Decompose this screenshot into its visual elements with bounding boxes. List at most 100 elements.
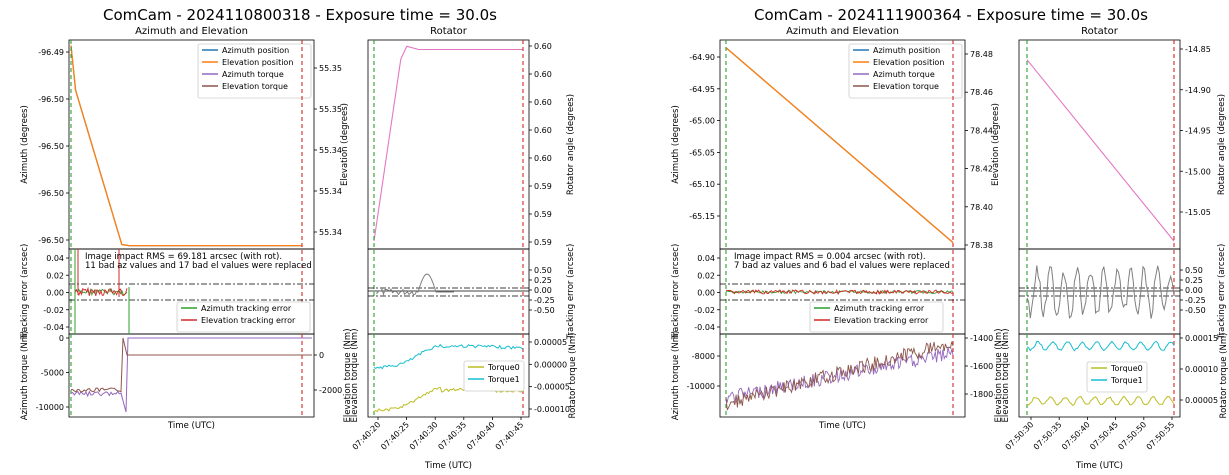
- az-torque-axis-tick-label: -8000: [692, 352, 715, 361]
- time-tick-label: 07:40:25: [379, 420, 411, 452]
- rotator-title: Rotator: [1081, 26, 1119, 37]
- rot-tracking-axis-tick-label: -0.50: [534, 306, 555, 315]
- azel-legend-entry: Elevation position: [222, 58, 293, 67]
- azel-legend-entry: Azimuth torque: [873, 70, 935, 79]
- rotator-axis-tick-label: -15.05: [1185, 208, 1211, 217]
- torque-xlabel: Time (UTC): [167, 421, 215, 431]
- tracking-legend-entry: Azimuth tracking error: [201, 304, 292, 313]
- el-torque-ylabel: Elevation torque (Nm): [343, 328, 353, 422]
- az-torque-ylabel: Azimuth torque (Nm): [20, 331, 30, 421]
- el-torque-axis-tick-label: -1400: [970, 334, 993, 343]
- azel-title: Azimuth and Elevation: [786, 26, 899, 37]
- rot-torque-legend-entry: Torque1: [1110, 376, 1143, 385]
- rot-torque-legend-entry: Torque0: [1110, 364, 1143, 373]
- bad-values-annotation: 7 bad az values and 6 bad el values were…: [734, 261, 950, 271]
- elevation-axis-tick-label: 78.40: [970, 203, 993, 212]
- rot-tracking-axis-tick-label: 0.25: [534, 276, 552, 285]
- elevation-axis-tick-label: 55.35: [319, 105, 342, 114]
- azel-legend-entry: Azimuth torque: [222, 70, 284, 79]
- azimuth-axis-tick-label: -96.50: [38, 142, 64, 151]
- rot-torque-axes: [1018, 333, 1181, 418]
- azimuth-torque-line: [725, 347, 954, 404]
- time-tick-label: 07:50:30: [1004, 420, 1036, 452]
- elevation-axis-tick-label: 78.46: [970, 88, 993, 97]
- azimuth-axis-tick-label: -64.90: [689, 53, 715, 62]
- rotator-title: Rotator: [430, 26, 468, 37]
- azel-legend-box: [197, 43, 312, 99]
- rot-tracking-axis-tick-label: -0.25: [534, 296, 555, 305]
- azimuth-axis-tick-label: -96.50: [38, 95, 64, 104]
- rotator-axis-tick-label: 0.60: [534, 154, 552, 163]
- azel-title: Azimuth and Elevation: [135, 26, 248, 37]
- rotator-axis-tick-label: -14.85: [1185, 45, 1211, 54]
- rotator-angle-line: [1026, 59, 1175, 242]
- rotator-ylabel: Rotator angle (degrees): [1217, 94, 1227, 195]
- el-torque-axis-tick-label: 0: [319, 351, 324, 360]
- tracking-axis-tick-label: 0.02: [46, 271, 64, 280]
- elevation-axis-tick-label: 55.34: [319, 187, 342, 196]
- az-torque-ylabel: Azimuth torque (Nm): [671, 331, 681, 421]
- azimuth-axis-tick-label: -96.50: [38, 189, 64, 198]
- elevation-position-line: [725, 47, 954, 244]
- rot-torque-axis-tick-label: 0.00005: [534, 338, 567, 347]
- azimuth-torque-line: [70, 337, 312, 413]
- tracking-legend-box: [176, 301, 311, 333]
- rot-tracking-line: [375, 273, 454, 296]
- torque-axes: [719, 333, 966, 418]
- rot-xlabel: Time (UTC): [424, 461, 472, 471]
- tracking-axis-tick-label: 0.02: [697, 271, 715, 280]
- tracking-ylabel: Tracking error (arcsec): [671, 244, 681, 341]
- azimuth-axis-tick-label: -65.00: [689, 117, 715, 126]
- az-torque-axis-tick-label: -10000: [687, 382, 715, 391]
- tracking-legend-box: [809, 301, 944, 333]
- tracking-axis-tick-label: -0.04: [43, 323, 64, 332]
- tracking-legend-entry: Elevation tracking error: [201, 316, 296, 325]
- elevation-axis-tick-label: 78.42: [970, 165, 993, 174]
- time-tick-label: 07:50:50: [1116, 420, 1148, 452]
- time-tick-label: 07:50:55: [1145, 420, 1177, 452]
- rot-tracking-axis-tick-label: -0.50: [1185, 306, 1206, 315]
- rotator-axis-tick-label: 0.60: [534, 126, 552, 135]
- el-torque-axis-tick-label: -1800: [970, 390, 993, 399]
- rotator-axis-tick-label: 0.59: [534, 182, 552, 191]
- azel-legend-entry: Azimuth position: [873, 46, 940, 55]
- az-torque-axis-tick-label: -10000: [36, 403, 64, 412]
- tracking-axis-tick-label: 0.00: [46, 289, 64, 298]
- time-tick-label: 07:40:45: [494, 420, 526, 452]
- el-torque-axis-tick-label: -2000: [319, 386, 342, 395]
- rot-el-torque-ylabel: Elevation torque (Nm): [1001, 328, 1011, 422]
- elevation-axis-tick-label: 55.34: [319, 146, 342, 155]
- rotator-axes: [367, 39, 530, 250]
- rot-torque-legend-entry: Torque0: [487, 363, 520, 372]
- rotator-axes: [1018, 39, 1181, 250]
- rotator-axis-tick-label: 0.60: [534, 70, 552, 79]
- tracking-axis-tick-label: -0.02: [43, 306, 64, 315]
- torque-xlabel: Time (UTC): [818, 421, 866, 431]
- azimuth-axis-tick-label: -65.10: [689, 180, 715, 189]
- rotator-axis-tick-label: -15.00: [1185, 167, 1211, 176]
- rot-el-torque-ylabel: Elevation torque (Nm): [350, 328, 360, 422]
- elevation-torque-line: [725, 341, 954, 411]
- rot-torque-legend-box: [463, 360, 525, 392]
- rot-torque-axis-tick-label: -0.00005: [534, 383, 570, 392]
- torque1-line: [373, 343, 524, 370]
- elevation-axis-tick-label: 55.35: [319, 64, 342, 73]
- tracking-axis-tick-label: 0.04: [697, 254, 715, 263]
- rot-tracking-axis-tick-label: 0.00: [1185, 286, 1203, 295]
- rot-torque-axis-tick-label: -0.00010: [534, 405, 570, 414]
- rot-tracking-axis-tick-label: -0.25: [1185, 296, 1206, 305]
- time-tick-label: 07:50:35: [1032, 420, 1064, 452]
- elevation-axis-tick-label: 78.48: [970, 50, 993, 59]
- time-tick-label: 07:40:40: [465, 420, 497, 452]
- azimuth-ylabel: Azimuth (degrees): [20, 105, 30, 184]
- rms-annotation: Image impact RMS = 0.004 arcsec (with ro…: [734, 252, 926, 262]
- elevation-axis-tick-label: 78.44: [970, 126, 993, 135]
- azimuth-axis-tick-label: -64.95: [689, 85, 715, 94]
- torque1-line: [1026, 340, 1175, 352]
- azel-legend-box: [848, 43, 963, 99]
- torque-axes: [68, 333, 315, 418]
- figure-title: ComCam - 2024111900364 - Exposure time =…: [754, 6, 1148, 24]
- rot-torque-axis-tick-label: 0.00005: [1185, 396, 1218, 405]
- elevation-tracking-line: [74, 286, 128, 297]
